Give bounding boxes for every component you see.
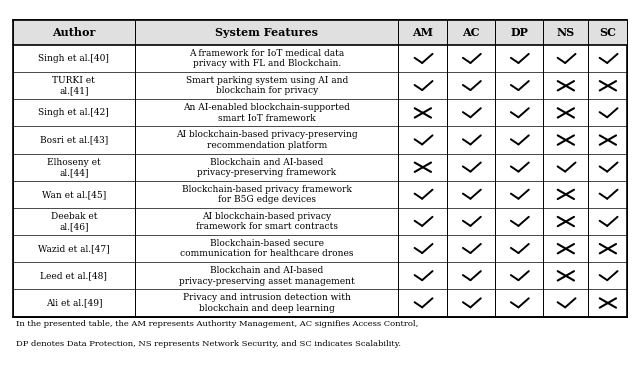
Text: Wan et al.[45]: Wan et al.[45]	[42, 190, 106, 199]
Text: A framework for IoT medical data
privacy with FL and Blockchain.: A framework for IoT medical data privacy…	[189, 49, 344, 68]
Text: Privacy and intrusion detection with
blockchain and deep learning: Privacy and intrusion detection with blo…	[183, 293, 351, 313]
Text: Author: Author	[52, 27, 95, 38]
Text: Singh et al.[42]: Singh et al.[42]	[38, 108, 109, 117]
Text: Elhoseny et
al.[44]: Elhoseny et al.[44]	[47, 157, 100, 177]
Text: AI blockchain-based privacy-preserving
recommendation platform: AI blockchain-based privacy-preserving r…	[176, 130, 358, 150]
Text: Singh et al.[40]: Singh et al.[40]	[38, 54, 109, 63]
Text: System Features: System Features	[215, 27, 318, 38]
Bar	[13, 20, 627, 45]
Text: Blockchain and AI-based
privacy-preserving asset management: Blockchain and AI-based privacy-preservi…	[179, 266, 355, 286]
Text: Ali et al.[49]: Ali et al.[49]	[45, 298, 102, 308]
Text: AC: AC	[463, 27, 480, 38]
Text: Blockchain-based secure
communication for healthcare drones: Blockchain-based secure communication fo…	[180, 239, 353, 258]
Text: TURKI et
al.[41]: TURKI et al.[41]	[52, 76, 95, 95]
Text: DP denotes Data Protection, NS represents Network Security, and SC indicates Sca: DP denotes Data Protection, NS represent…	[16, 340, 401, 348]
Text: AM: AM	[412, 27, 433, 38]
Text: Leed et al.[48]: Leed et al.[48]	[40, 271, 108, 280]
Text: In the presented table, the AM represents Authority Management, AC signifies Acc: In the presented table, the AM represent…	[16, 320, 418, 328]
Text: Wazid et al.[47]: Wazid et al.[47]	[38, 244, 109, 253]
Text: AI blockchain-based privacy
framework for smart contracts: AI blockchain-based privacy framework fo…	[196, 212, 338, 231]
Bar	[13, 20, 627, 317]
Text: SC: SC	[600, 27, 616, 38]
Text: NS: NS	[557, 27, 575, 38]
Text: Deebak et
al.[46]: Deebak et al.[46]	[51, 212, 97, 231]
Text: Blockchain-based privacy framework
for B5G edge devices: Blockchain-based privacy framework for B…	[182, 185, 351, 204]
Text: An AI-enabled blockchain-supported
smart IoT framework: An AI-enabled blockchain-supported smart…	[183, 103, 350, 123]
Text: Bosri et al.[43]: Bosri et al.[43]	[40, 135, 108, 145]
Text: DP: DP	[510, 27, 528, 38]
Text: Smart parking system using AI and
blockchain for privacy: Smart parking system using AI and blockc…	[186, 76, 348, 95]
Text: Blockchain and AI-based
privacy-preserving framework: Blockchain and AI-based privacy-preservi…	[197, 157, 336, 177]
